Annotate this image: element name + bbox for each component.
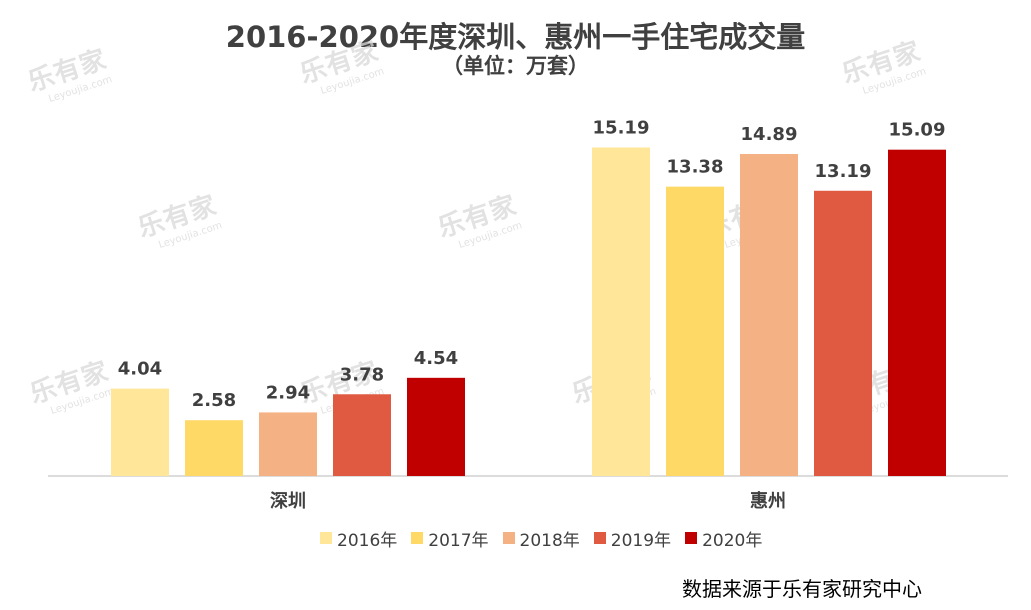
legend-label: 2016年 (337, 530, 398, 551)
legend-item: 2018年 (502, 526, 580, 551)
legend-swatch (593, 532, 606, 544)
legend-label: 2017年 (428, 530, 489, 551)
legend-swatch (502, 532, 515, 544)
data-label: 4.54 (414, 348, 458, 369)
bar (407, 377, 465, 476)
data-label: 3.78 (340, 364, 384, 385)
bar (592, 147, 650, 477)
source-note: 数据来源于乐有家研究中心 (682, 577, 922, 601)
bar (333, 394, 391, 476)
data-label: 13.38 (667, 157, 724, 178)
legend-item: 2019年 (593, 526, 672, 551)
legend-label: 2020年 (702, 530, 763, 551)
data-label: 4.04 (118, 359, 162, 380)
data-label: 14.89 (741, 124, 798, 145)
data-label: 15.19 (593, 118, 650, 139)
legend-swatch (411, 532, 424, 544)
bar (888, 149, 946, 476)
legend-item: 2016年 (320, 526, 397, 551)
legend-item: 2020年 (685, 526, 762, 551)
chart-legend: 2016年 2017年 2018年 2019年 2020年 (320, 526, 762, 551)
legend-swatch (685, 532, 698, 544)
data-label: 2.58 (192, 390, 236, 411)
bar (814, 190, 872, 477)
data-label: 13.19 (815, 161, 872, 182)
data-label: 2.94 (266, 382, 310, 403)
x-tick-label: 惠州 (750, 491, 786, 512)
chart-subtitle: （单位：万套） (442, 54, 589, 78)
chart-title: 2016-2020年度深圳、惠州一手住宅成交量 (225, 20, 806, 54)
bar (259, 412, 317, 476)
legend-swatch (320, 532, 332, 544)
legend-item: 2017年 (411, 526, 489, 551)
bar (666, 186, 724, 476)
legend-label: 2018年 (519, 530, 580, 551)
bar (111, 388, 169, 476)
bar (740, 154, 798, 476)
data-label: 15.09 (889, 120, 946, 141)
bar (185, 420, 243, 476)
x-tick-label: 深圳 (270, 490, 306, 512)
legend-label: 2019年 (610, 530, 672, 551)
